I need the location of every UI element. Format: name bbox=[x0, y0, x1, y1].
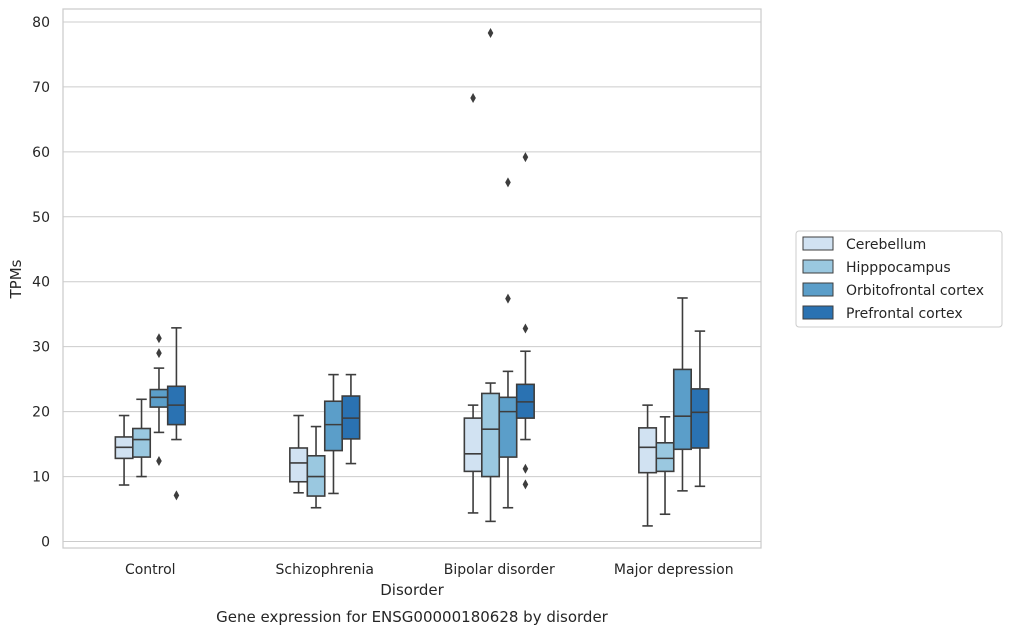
box-prefrontal-cortex bbox=[690, 330, 710, 488]
box-prefrontal-cortex bbox=[166, 327, 186, 501]
legend-swatch bbox=[802, 305, 834, 320]
iqr-box bbox=[132, 427, 152, 458]
box-hipppocampus bbox=[655, 416, 675, 516]
outlier-marker bbox=[522, 479, 529, 490]
box-orbitofrontal-cortex bbox=[498, 177, 518, 509]
x-tick-label: Bipolar disorder bbox=[444, 562, 555, 578]
y-tick-label: 50 bbox=[32, 210, 50, 226]
plot-boxes bbox=[114, 28, 710, 527]
y-tick-label: 60 bbox=[32, 145, 50, 161]
box-hipppocampus bbox=[306, 425, 326, 509]
outlier-marker bbox=[156, 333, 162, 344]
box-orbitofrontal-cortex bbox=[149, 333, 169, 466]
legend-swatch bbox=[802, 236, 834, 251]
chart-caption: Gene expression for ENSG00000180628 by d… bbox=[216, 608, 609, 626]
box-cerebellum bbox=[114, 414, 134, 486]
x-axis-label: Disorder bbox=[380, 581, 444, 599]
y-tick-label: 80 bbox=[32, 15, 50, 31]
iqr-box bbox=[498, 396, 518, 458]
outlier-marker bbox=[522, 152, 529, 163]
y-tick-label: 40 bbox=[32, 275, 50, 291]
plot-frame bbox=[62, 8, 762, 549]
box-hipppocampus bbox=[480, 28, 501, 523]
legend-swatch bbox=[802, 259, 834, 274]
outlier-marker bbox=[522, 323, 529, 334]
outlier-marker bbox=[156, 455, 162, 466]
iqr-box bbox=[289, 447, 309, 483]
box-orbitofrontal-cortex bbox=[672, 297, 693, 492]
y-tick-label: 0 bbox=[41, 535, 50, 551]
box-prefrontal-cortex bbox=[515, 152, 535, 490]
outlier-marker bbox=[505, 293, 511, 304]
box-cerebellum bbox=[463, 92, 483, 514]
box-prefrontal-cortex bbox=[341, 373, 361, 465]
iqr-box bbox=[655, 441, 675, 473]
x-tick-label: Control bbox=[125, 562, 176, 578]
iqr-box bbox=[638, 427, 658, 474]
outlier-marker bbox=[487, 28, 494, 39]
x-tick-label: Major depression bbox=[614, 562, 734, 578]
box-hipppocampus bbox=[132, 398, 152, 478]
box-cerebellum bbox=[289, 414, 309, 494]
y-tick-label: 10 bbox=[32, 470, 50, 486]
legend-swatch bbox=[802, 282, 834, 297]
x-tick-label: Schizophrenia bbox=[276, 562, 374, 578]
y-tick-label: 20 bbox=[32, 405, 50, 421]
iqr-box bbox=[463, 417, 483, 473]
iqr-box bbox=[323, 400, 344, 452]
iqr-box bbox=[149, 388, 169, 408]
outlier-marker bbox=[173, 490, 180, 501]
y-tick-label: 30 bbox=[32, 340, 50, 356]
outlier-marker bbox=[470, 92, 476, 103]
outlier-marker bbox=[156, 348, 162, 359]
legend-label: Cerebellum bbox=[846, 237, 926, 253]
iqr-box bbox=[672, 368, 693, 451]
y-axis-label: TPMs bbox=[7, 259, 25, 299]
outlier-marker bbox=[522, 463, 529, 474]
y-tick-label: 70 bbox=[32, 80, 50, 96]
iqr-box bbox=[690, 388, 710, 449]
y-tick-labels: 0 10 20 30 40 50 60 70 80 bbox=[32, 15, 50, 551]
iqr-box bbox=[480, 392, 501, 478]
legend-label: Hipppocampus bbox=[846, 260, 951, 276]
x-tick-labels: Control Schizophrenia Bipolar disorder Majo… bbox=[125, 562, 734, 578]
box-cerebellum bbox=[638, 404, 658, 527]
box-orbitofrontal-cortex bbox=[323, 373, 344, 495]
legend-label: Prefrontal cortex bbox=[846, 306, 963, 322]
legend: Cerebellum Hipppocampus Orbitofrontal cort… bbox=[795, 230, 1003, 328]
outlier-marker bbox=[505, 177, 511, 188]
legend-frame bbox=[795, 230, 1003, 328]
legend-label: Orbitofrontal cortex bbox=[846, 283, 984, 299]
